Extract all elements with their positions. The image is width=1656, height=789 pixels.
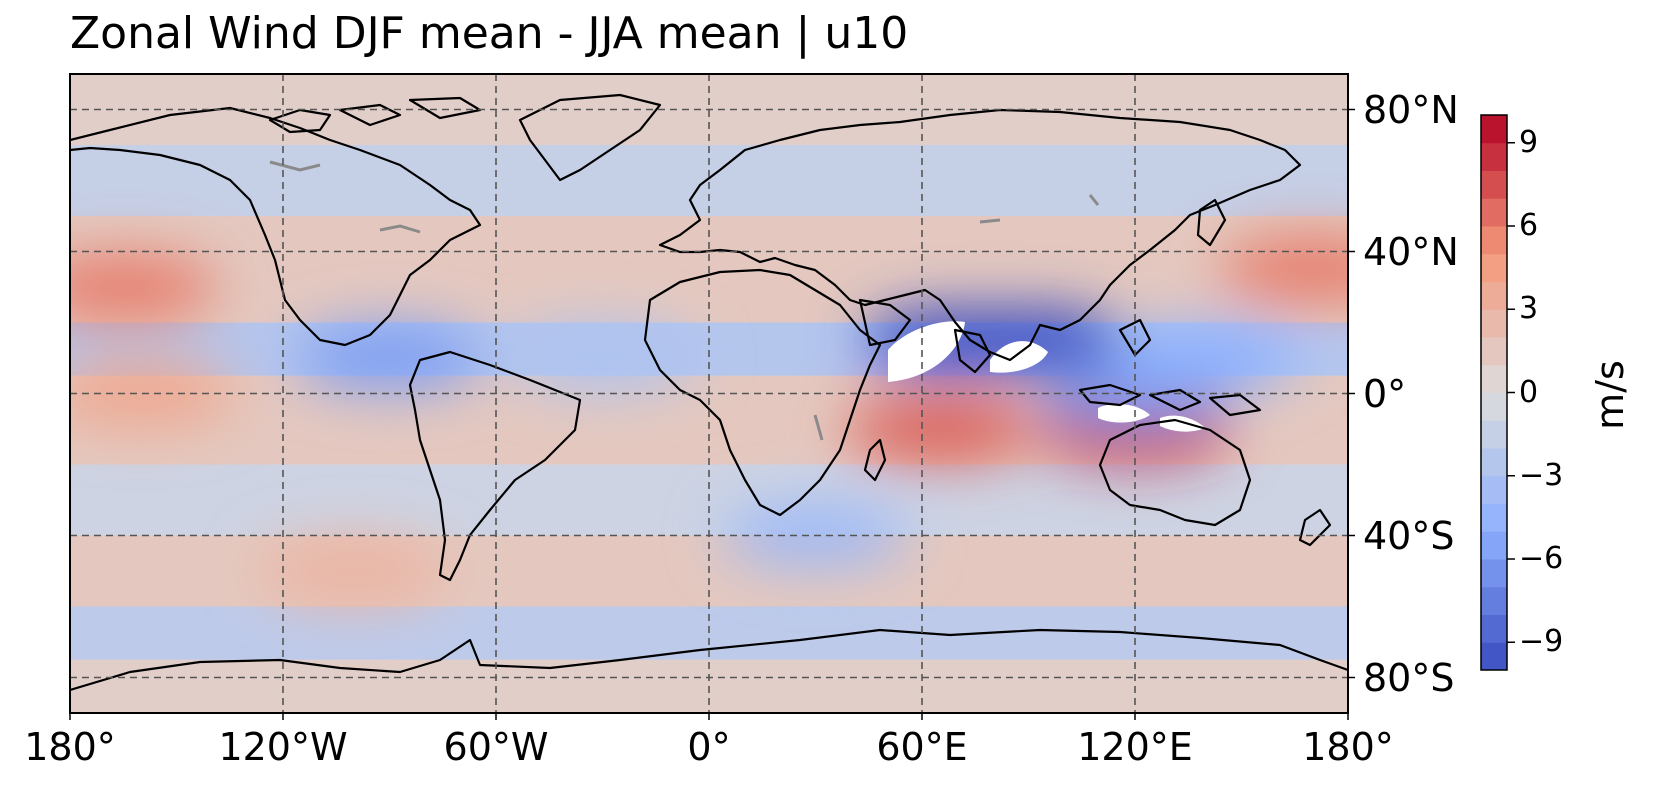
lat-label-4: 80°S: [1363, 655, 1455, 700]
anomaly-blob-9: [1217, 237, 1348, 302]
colorbar-segment-18: [1481, 142, 1507, 171]
anomaly-blob-12: [1111, 326, 1301, 390]
map-panel: [70, 74, 1348, 713]
colorbar-segment-1: [1481, 614, 1507, 643]
anomaly-blob-4: [507, 326, 698, 390]
colorbar-tick-label-2: 3: [1519, 291, 1539, 327]
colorbar-unit-label: m/s: [1588, 360, 1632, 430]
lakes: [269, 160, 1100, 441]
lat-label-0: 80°N: [1363, 87, 1459, 132]
colorbar-segment-4: [1481, 531, 1507, 560]
lon-label-6: 180°: [1302, 725, 1394, 769]
colorbar-segment-8: [1481, 420, 1507, 449]
colorbar-tick-label-0: 9: [1519, 124, 1539, 160]
colorbar-segment-17: [1481, 170, 1507, 199]
lat-label-2: 0°: [1363, 371, 1407, 416]
lon-label-2: 60°W: [443, 725, 549, 769]
zonal-band-1: [70, 145, 1348, 216]
lon-label-3: 0°: [687, 725, 731, 769]
colorbar-segment-3: [1481, 559, 1507, 588]
colorbar-segment-7: [1481, 448, 1507, 477]
colorbar-ticks: [1507, 142, 1515, 643]
colorbar-segment-11: [1481, 337, 1507, 366]
lat-label-3: 40°S: [1363, 513, 1455, 558]
colorbar-segment-19: [1481, 115, 1507, 144]
lat-label-1: 40°N: [1363, 229, 1459, 274]
anomaly-blob-7: [844, 397, 1035, 461]
colorbar-tick-label-3: 0: [1519, 374, 1539, 410]
gridlines: [70, 74, 1348, 713]
colorbar-tick-label-4: −3: [1519, 457, 1564, 493]
lon-label-0: 180°: [24, 725, 116, 769]
colorbar-segment-10: [1481, 364, 1507, 393]
colorbar-tick-label-6: −9: [1519, 624, 1564, 660]
anomaly-blob-0: [70, 255, 219, 319]
colorbar-segment-13: [1481, 281, 1507, 310]
anomaly-blob-2: [259, 539, 449, 603]
colorbar-segment-16: [1481, 198, 1507, 227]
colorbar-segment-15: [1481, 226, 1507, 255]
anomaly-blob-6: [933, 308, 1124, 373]
colorbar-segment-0: [1481, 642, 1507, 671]
chart-title: Zonal Wind DJF mean - JJA mean | u10: [70, 8, 909, 59]
colorbar-tick-label-1: 6: [1519, 208, 1539, 243]
lon-label-4: 60°E: [876, 725, 968, 769]
anomaly-blob-3: [294, 326, 485, 390]
anomaly-blob-1: [70, 361, 236, 426]
colorbar-segment-5: [1481, 503, 1507, 532]
colorbar-segment-14: [1481, 253, 1507, 282]
colorbar-segments: [1481, 115, 1507, 671]
colorbar-segment-9: [1481, 392, 1507, 421]
colorbar-segment-12: [1481, 309, 1507, 338]
coastlines: [70, 93, 1348, 692]
colorbar-tick-label-5: −6: [1519, 541, 1564, 576]
colorbar-segment-2: [1481, 586, 1507, 615]
lon-label-1: 120°W: [218, 725, 348, 769]
lon-label-5: 120°E: [1077, 725, 1193, 769]
colorbar: [1480, 114, 1515, 671]
axis-ticks: [69, 108, 1355, 720]
out-of-range-patches: [888, 321, 1205, 432]
colorbar-segment-6: [1481, 475, 1507, 504]
